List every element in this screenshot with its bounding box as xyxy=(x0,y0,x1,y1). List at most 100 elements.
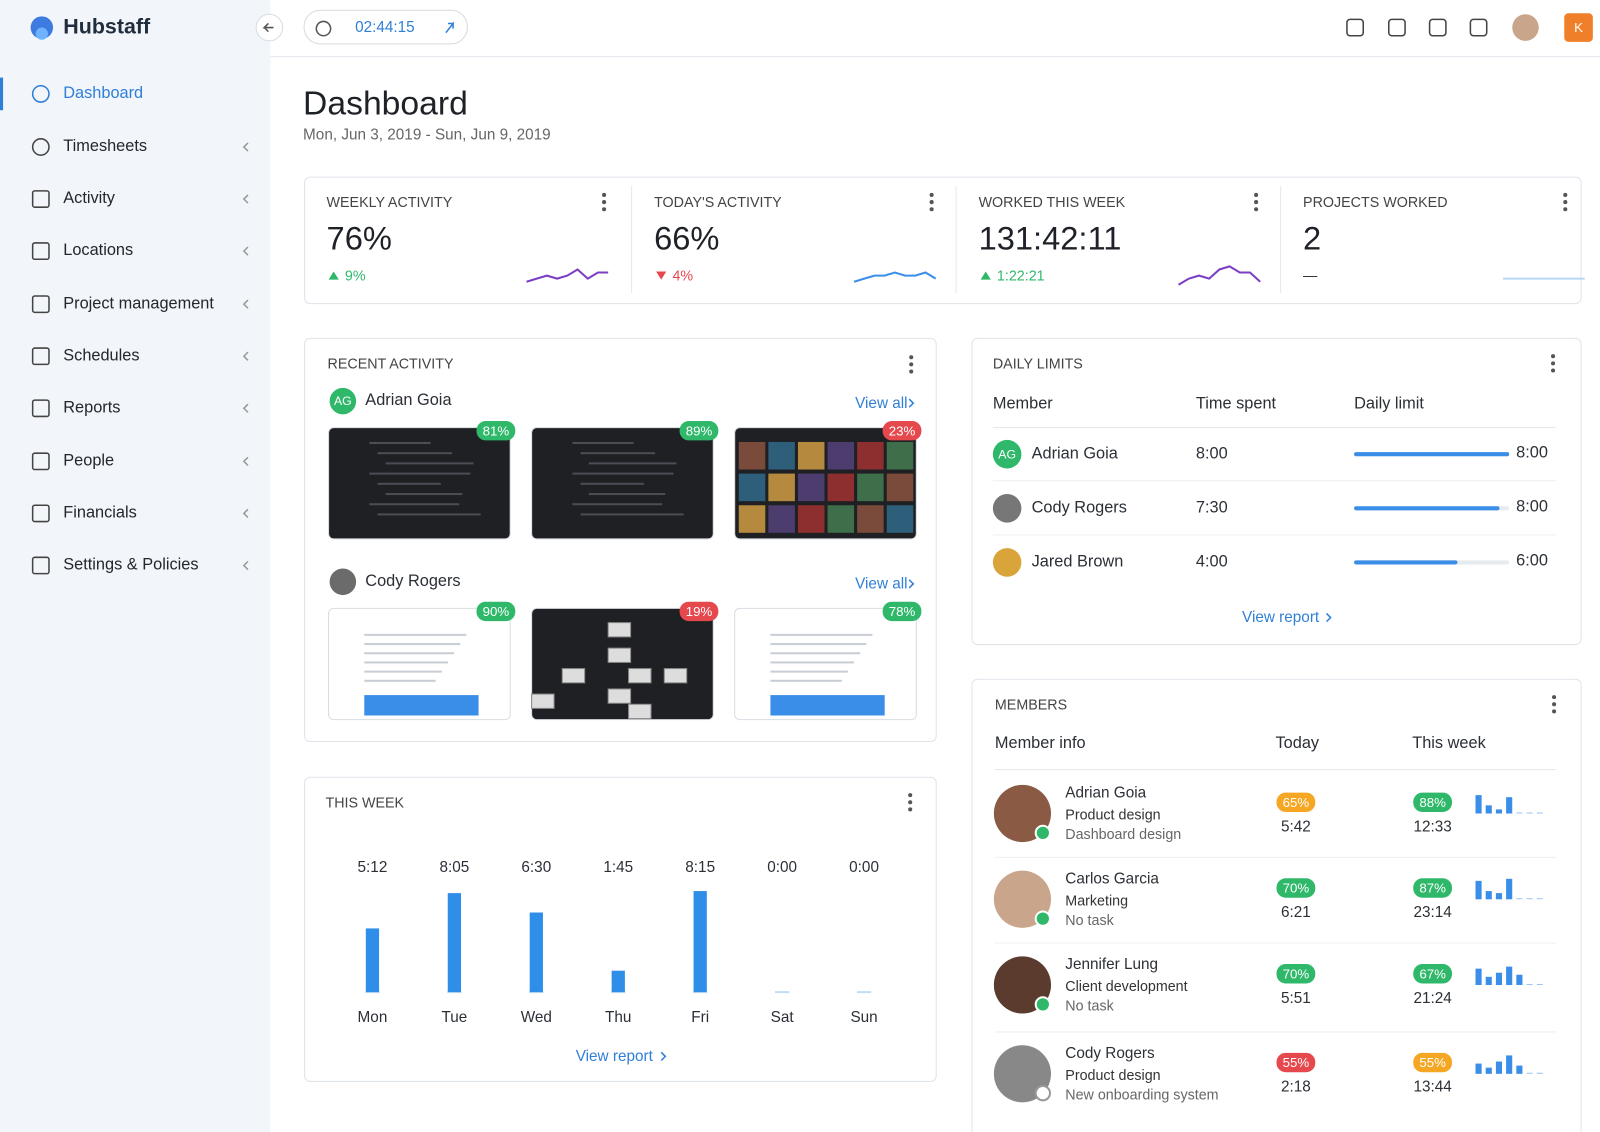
stat-label: WORKED THIS WEEK xyxy=(978,193,1126,211)
screenshot-detail xyxy=(385,462,474,465)
menu-dot[interactable] xyxy=(1552,695,1557,700)
toolbar-icon[interactable] xyxy=(1387,18,1406,37)
menu-dot[interactable] xyxy=(929,207,934,212)
activity-badge: 90% xyxy=(476,601,516,622)
screenshot-detail xyxy=(580,452,656,455)
menu-dot[interactable] xyxy=(909,369,914,374)
screenshot[interactable] xyxy=(531,607,714,721)
stat-value: 2 xyxy=(1303,219,1322,257)
bar-value-label: 8:15 xyxy=(685,858,716,877)
user-avatar[interactable] xyxy=(1512,14,1539,41)
user-name: Adrian Goia xyxy=(365,391,452,410)
menu-dot[interactable] xyxy=(1551,354,1556,359)
view-report-link[interactable]: View report xyxy=(1242,608,1320,627)
view-all-link[interactable]: View all xyxy=(855,575,908,593)
screenshot-detail xyxy=(364,670,442,673)
menu-dot[interactable] xyxy=(1551,368,1556,373)
nav-item[interactable]: Financials xyxy=(63,504,137,522)
menu-dot[interactable] xyxy=(1254,207,1259,212)
trend-arrow xyxy=(656,271,667,280)
mini-bar xyxy=(1506,878,1513,900)
toolbar-icon[interactable] xyxy=(1346,18,1365,37)
menu-dot[interactable] xyxy=(602,200,607,205)
nav-item[interactable]: Activity xyxy=(63,189,115,208)
card-title: RECENT ACTIVITY xyxy=(327,355,454,372)
menu-dot[interactable] xyxy=(602,207,607,212)
screenshot[interactable] xyxy=(328,607,511,721)
menu-dot[interactable] xyxy=(1563,192,1568,197)
account-box[interactable] xyxy=(1564,13,1593,42)
mini-bar xyxy=(1485,1067,1492,1074)
menu-dot[interactable] xyxy=(929,200,934,205)
screenshot-detail xyxy=(607,647,632,663)
sidebar xyxy=(0,0,271,1132)
time-spent: 8:00 xyxy=(1195,445,1228,463)
nav-item[interactable]: Timesheets xyxy=(63,137,148,156)
timer-pill[interactable] xyxy=(303,9,468,45)
stat-label: TODAY'S ACTIVITY xyxy=(654,193,782,211)
week-badge: 67% xyxy=(1413,964,1453,984)
screenshot-detail xyxy=(364,661,448,664)
menu-dot[interactable] xyxy=(908,800,913,805)
mini-bar xyxy=(1475,795,1482,814)
stat-value: 66% xyxy=(654,219,720,257)
screenshot-detail xyxy=(886,505,914,533)
menu-dot[interactable] xyxy=(1551,361,1556,366)
toolbar-icon[interactable] xyxy=(1469,18,1488,37)
mini-baseline xyxy=(1536,898,1543,900)
menu-dot[interactable] xyxy=(1563,207,1568,212)
nav-item[interactable]: Settings & Policies xyxy=(63,556,199,574)
bar-value-label: 0:00 xyxy=(849,858,879,877)
nav-item[interactable]: Project management xyxy=(63,294,214,313)
chevron xyxy=(242,194,249,204)
mini-baseline xyxy=(1536,983,1543,985)
menu-dot[interactable] xyxy=(909,362,914,367)
menu-dot[interactable] xyxy=(908,793,913,798)
screenshot[interactable] xyxy=(734,607,917,721)
x-tick-label: Sat xyxy=(770,1008,794,1027)
mini-bar xyxy=(1485,976,1492,985)
menu-dot[interactable] xyxy=(1552,709,1557,714)
active-indicator xyxy=(0,77,4,111)
menu-dot[interactable] xyxy=(929,192,934,197)
menu-dot[interactable] xyxy=(908,807,913,812)
menu-dot[interactable] xyxy=(1254,192,1259,197)
card-title: THIS WEEK xyxy=(325,794,405,811)
nav-item[interactable]: Schedules xyxy=(63,347,140,365)
chevron xyxy=(242,456,249,466)
member-role: Product design xyxy=(1065,806,1161,823)
member-role: Client development xyxy=(1065,977,1188,995)
today-badge: 70% xyxy=(1276,964,1316,984)
view-all-link[interactable]: View all xyxy=(855,394,908,412)
activity-badge: 23% xyxy=(882,421,922,441)
column-header: Member xyxy=(992,395,1053,413)
mini-baseline xyxy=(1526,1072,1533,1074)
screenshot-detail xyxy=(364,633,467,636)
menu-dot[interactable] xyxy=(602,192,607,197)
activity-badge: 78% xyxy=(882,601,922,622)
nav-item[interactable]: Locations xyxy=(63,241,134,260)
user-avatar xyxy=(329,387,357,415)
column-header: Time spent xyxy=(1195,395,1277,413)
column-header: This week xyxy=(1412,734,1486,753)
mini-bar xyxy=(1475,968,1482,985)
nav-item[interactable]: People xyxy=(63,452,115,470)
menu-dot[interactable] xyxy=(1254,200,1259,205)
screenshot-detail xyxy=(770,661,855,664)
sparkline xyxy=(526,268,609,283)
nav-item[interactable]: Reports xyxy=(63,399,121,417)
chevron xyxy=(242,142,249,152)
view-report-link[interactable]: View report xyxy=(575,1047,653,1066)
screenshot-detail xyxy=(588,492,666,496)
today-time: 5:51 xyxy=(1281,989,1311,1007)
menu-dot[interactable] xyxy=(909,355,914,360)
menu-dot[interactable] xyxy=(1563,200,1568,205)
nav-item[interactable]: Dashboard xyxy=(63,84,144,103)
bar xyxy=(529,912,543,993)
toolbar-icon[interactable] xyxy=(1428,18,1447,37)
mini-bar xyxy=(1506,1055,1513,1074)
menu-dot[interactable] xyxy=(1552,702,1557,707)
column-header: Member info xyxy=(994,734,1086,753)
screenshot-detail xyxy=(738,505,766,533)
week-time: 12:33 xyxy=(1413,818,1452,836)
